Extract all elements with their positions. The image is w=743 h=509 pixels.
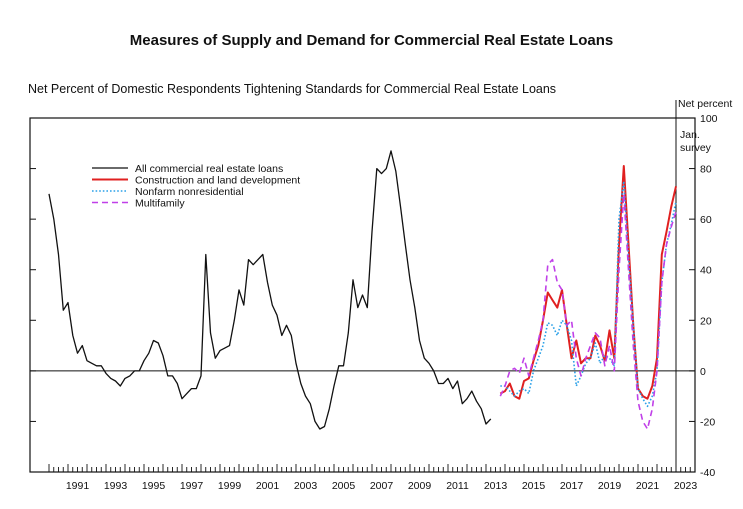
y-tick-label: 0 [700, 366, 706, 378]
y-tick-label: -40 [700, 467, 715, 479]
series-line-multifamily [499, 193, 677, 430]
legend-label-nonfarm: Nonfarm nonresidential [135, 186, 244, 198]
x-tick-label: 1995 [142, 480, 166, 492]
x-tick-label: 2021 [636, 480, 660, 492]
legend-label-all: All commercial real estate loans [135, 163, 283, 175]
page-title: Measures of Supply and Demand for Commer… [129, 32, 614, 49]
x-tick-label: 1997 [180, 480, 204, 492]
series-line-all [48, 150, 492, 430]
survey-annotation: Jan. [680, 129, 700, 141]
series-line-nonfarm [500, 180, 677, 408]
x-tick-label: 2015 [522, 480, 546, 492]
x-tick-label: 2013 [484, 480, 508, 492]
chart-axes: -40 -20 0 20 40 60 80 100 1991 1993 1995 1997 1999 20… [29, 100, 718, 492]
y-tick-label: 100 [700, 113, 718, 125]
y-tick-label: -20 [700, 416, 715, 428]
x-tick-label: 2003 [294, 480, 318, 492]
x-tick-label: 1993 [104, 480, 128, 492]
x-tick-label: 2001 [256, 480, 280, 492]
y-tick-label: 20 [700, 315, 712, 327]
x-tick-label: 2009 [408, 480, 432, 492]
survey-annotation: survey [680, 142, 712, 154]
chart-title: Net Percent of Domestic Respondents Tigh… [28, 82, 557, 96]
x-tick-label: 2019 [598, 480, 622, 492]
chart-legend: All commercial real estate loansConstruc… [92, 163, 300, 210]
y-unit-label: Net percent [678, 98, 732, 110]
x-tick-label: 2017 [560, 480, 584, 492]
series-line-construction [499, 165, 677, 400]
chart-series [48, 150, 677, 430]
x-tick-label: 2011 [446, 480, 469, 492]
y-tick-label: 80 [700, 164, 712, 176]
x-tick-label: 2023 [674, 480, 698, 492]
y-tick-label: 60 [700, 214, 712, 226]
chart-annotations: Net percent Jan.survey [678, 98, 732, 154]
x-tick-label: 2007 [370, 480, 394, 492]
y-tick-label: 40 [700, 265, 712, 277]
x-tick-label: 1999 [218, 480, 242, 492]
legend-label-multifamily: Multifamily [135, 198, 185, 210]
x-tick-label: 2005 [332, 480, 356, 492]
x-tick-label: 1991 [66, 480, 90, 492]
legend-label-construction: Construction and land development [135, 175, 300, 187]
